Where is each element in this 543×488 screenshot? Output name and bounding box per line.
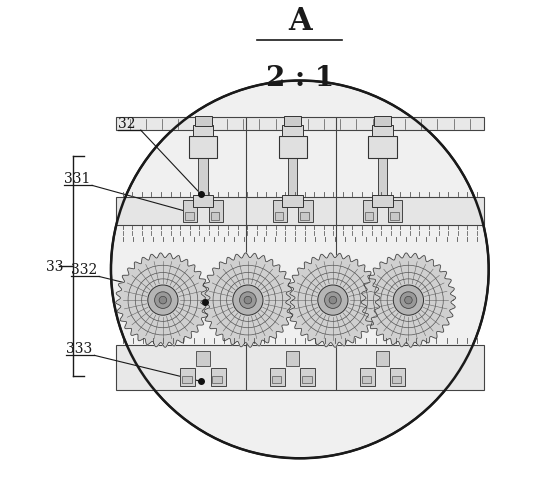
Bar [182,376,192,384]
Bar [286,351,299,366]
Text: A: A [288,6,312,37]
Bar [116,198,484,225]
Bar [282,196,303,207]
Bar [197,351,210,366]
Circle shape [400,292,416,309]
Circle shape [325,292,341,309]
Bar [116,118,484,131]
Bar [272,376,281,384]
Bar [390,213,399,221]
Bar [193,126,213,137]
Bar [288,159,298,197]
Bar [300,213,309,221]
Bar [189,137,217,159]
Bar [180,368,195,386]
Bar [299,201,313,223]
Text: 33: 33 [46,259,64,273]
Bar [378,159,387,197]
Bar [273,201,287,223]
Text: 333: 333 [66,342,92,356]
Bar [364,213,373,221]
Bar [360,368,375,386]
Bar [209,201,223,223]
Bar [363,201,377,223]
Circle shape [393,285,424,316]
Circle shape [405,297,412,304]
Bar [300,368,315,386]
Circle shape [233,285,263,316]
Bar [270,368,285,386]
Bar [193,196,213,207]
Circle shape [244,297,251,304]
Text: 332: 332 [71,263,97,277]
Bar [284,117,301,127]
Bar [390,368,405,386]
Circle shape [329,297,337,304]
Bar [275,213,283,221]
Bar [392,376,401,384]
Bar [388,201,402,223]
Polygon shape [286,253,380,347]
Circle shape [155,292,171,309]
Bar [368,137,396,159]
Bar [376,351,389,366]
Bar [372,126,393,137]
Text: 331: 331 [64,172,90,186]
Polygon shape [361,253,456,347]
Bar [282,126,303,137]
Bar [279,137,307,159]
Bar [374,117,391,127]
Bar [211,213,219,221]
Circle shape [148,285,178,316]
Bar [302,376,312,384]
Circle shape [159,297,167,304]
Bar [183,201,197,223]
Bar [116,345,484,390]
Bar [194,117,212,127]
Polygon shape [201,253,295,347]
Bar [372,196,393,207]
Bar [198,159,208,197]
Text: 32: 32 [118,117,136,131]
Bar [185,213,194,221]
Polygon shape [116,253,210,347]
Bar [212,376,222,384]
Text: 2 : 1: 2 : 1 [266,65,334,92]
Bar [362,376,371,384]
Circle shape [111,81,489,458]
Bar [211,368,226,386]
Circle shape [239,292,256,309]
Circle shape [318,285,348,316]
